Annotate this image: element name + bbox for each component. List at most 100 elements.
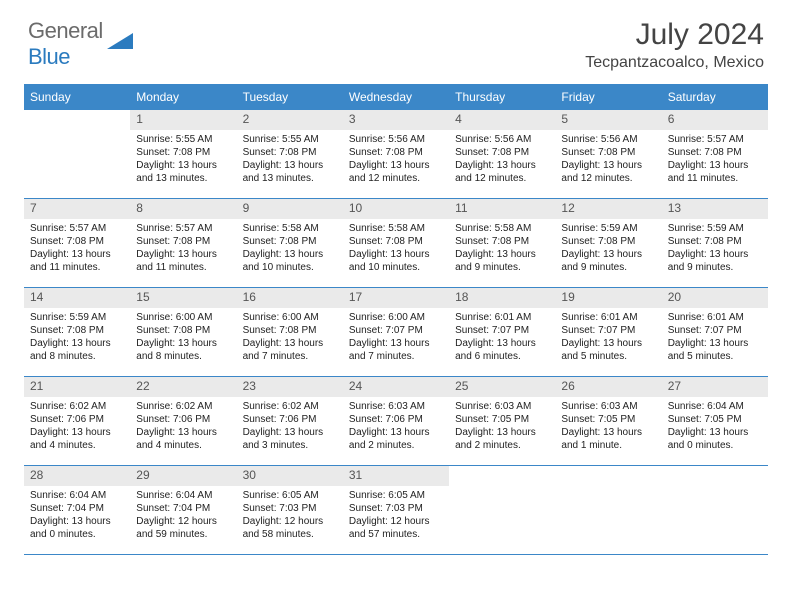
day-number: 28 xyxy=(24,466,130,486)
day-cell: 26Sunrise: 6:03 AMSunset: 7:05 PMDayligh… xyxy=(555,377,661,465)
day-number: 27 xyxy=(662,377,768,397)
sunrise-text: Sunrise: 5:58 AM xyxy=(455,222,549,235)
day-number: 25 xyxy=(449,377,555,397)
day-cell: 18Sunrise: 6:01 AMSunset: 7:07 PMDayligh… xyxy=(449,288,555,376)
week-row: 28Sunrise: 6:04 AMSunset: 7:04 PMDayligh… xyxy=(24,466,768,555)
day-cell: 25Sunrise: 6:03 AMSunset: 7:05 PMDayligh… xyxy=(449,377,555,465)
weekday-tuesday: Tuesday xyxy=(237,84,343,110)
day-body: Sunrise: 6:00 AMSunset: 7:07 PMDaylight:… xyxy=(343,308,449,365)
day-number: 11 xyxy=(449,199,555,219)
day-body: Sunrise: 6:02 AMSunset: 7:06 PMDaylight:… xyxy=(237,397,343,454)
day-cell: 29Sunrise: 6:04 AMSunset: 7:04 PMDayligh… xyxy=(130,466,236,554)
sunset-text: Sunset: 7:08 PM xyxy=(561,146,655,159)
day-number: 24 xyxy=(343,377,449,397)
day-cell: 2Sunrise: 5:55 AMSunset: 7:08 PMDaylight… xyxy=(237,110,343,198)
sunrise-text: Sunrise: 6:02 AM xyxy=(136,400,230,413)
day-body: Sunrise: 6:05 AMSunset: 7:03 PMDaylight:… xyxy=(237,486,343,543)
logo-text-b: Blue xyxy=(28,44,70,69)
day-number: 31 xyxy=(343,466,449,486)
daylight-text: Daylight: 13 hours and 3 minutes. xyxy=(243,426,337,452)
daylight-text: Daylight: 13 hours and 9 minutes. xyxy=(455,248,549,274)
daylight-text: Daylight: 13 hours and 7 minutes. xyxy=(243,337,337,363)
daylight-text: Daylight: 13 hours and 11 minutes. xyxy=(30,248,124,274)
day-cell: . xyxy=(24,110,130,198)
day-body: Sunrise: 5:56 AMSunset: 7:08 PMDaylight:… xyxy=(343,130,449,187)
day-body: Sunrise: 6:04 AMSunset: 7:05 PMDaylight:… xyxy=(662,397,768,454)
day-number: 18 xyxy=(449,288,555,308)
sunrise-text: Sunrise: 5:56 AM xyxy=(349,133,443,146)
weekday-sunday: Sunday xyxy=(24,84,130,110)
day-body: Sunrise: 6:01 AMSunset: 7:07 PMDaylight:… xyxy=(662,308,768,365)
day-cell: 7 Sunrise: 5:57 AMSunset: 7:08 PMDaylight… xyxy=(24,199,130,287)
logo-text: General Blue xyxy=(28,18,103,70)
day-cell: 1Sunrise: 5:55 AMSunset: 7:08 PMDaylight… xyxy=(130,110,236,198)
daylight-text: Daylight: 13 hours and 0 minutes. xyxy=(30,515,124,541)
day-number: 21 xyxy=(24,377,130,397)
day-cell: 19Sunrise: 6:01 AMSunset: 7:07 PMDayligh… xyxy=(555,288,661,376)
day-body: Sunrise: 5:59 AMSunset: 7:08 PMDaylight:… xyxy=(24,308,130,365)
sunrise-text: Sunrise: 6:02 AM xyxy=(243,400,337,413)
day-number: 29 xyxy=(130,466,236,486)
day-cell: 12Sunrise: 5:59 AMSunset: 7:08 PMDayligh… xyxy=(555,199,661,287)
sunset-text: Sunset: 7:07 PM xyxy=(561,324,655,337)
weekday-wednesday: Wednesday xyxy=(343,84,449,110)
daylight-text: Daylight: 13 hours and 12 minutes. xyxy=(561,159,655,185)
sunrise-text: Sunrise: 5:59 AM xyxy=(561,222,655,235)
day-body: Sunrise: 6:04 AMSunset: 7:04 PMDaylight:… xyxy=(24,486,130,543)
daylight-text: Daylight: 13 hours and 11 minutes. xyxy=(136,248,230,274)
sunset-text: Sunset: 7:04 PM xyxy=(30,502,124,515)
sunset-text: Sunset: 7:05 PM xyxy=(561,413,655,426)
day-body: Sunrise: 5:59 AMSunset: 7:08 PMDaylight:… xyxy=(662,219,768,276)
day-cell: 23Sunrise: 6:02 AMSunset: 7:06 PMDayligh… xyxy=(237,377,343,465)
daylight-text: Daylight: 13 hours and 10 minutes. xyxy=(349,248,443,274)
day-body: Sunrise: 6:03 AMSunset: 7:06 PMDaylight:… xyxy=(343,397,449,454)
day-body: Sunrise: 6:02 AMSunset: 7:06 PMDaylight:… xyxy=(24,397,130,454)
day-cell: 21Sunrise: 6:02 AMSunset: 7:06 PMDayligh… xyxy=(24,377,130,465)
week-row: 7Sunrise: 5:57 AMSunset: 7:08 PMDaylight… xyxy=(24,199,768,288)
sunrise-text: Sunrise: 5:56 AM xyxy=(455,133,549,146)
sunrise-text: Sunrise: 5:59 AM xyxy=(30,311,124,324)
sunset-text: Sunset: 7:08 PM xyxy=(668,235,762,248)
day-number: 15 xyxy=(130,288,236,308)
daylight-text: Daylight: 12 hours and 58 minutes. xyxy=(243,515,337,541)
daylight-text: Daylight: 13 hours and 11 minutes. xyxy=(668,159,762,185)
sunset-text: Sunset: 7:08 PM xyxy=(455,235,549,248)
sunrise-text: Sunrise: 5:57 AM xyxy=(30,222,124,235)
day-body: Sunrise: 5:55 AMSunset: 7:08 PMDaylight:… xyxy=(130,130,236,187)
day-cell: 6Sunrise: 5:57 AMSunset: 7:08 PMDaylight… xyxy=(662,110,768,198)
day-number: 22 xyxy=(130,377,236,397)
day-body: Sunrise: 5:58 AMSunset: 7:08 PMDaylight:… xyxy=(237,219,343,276)
day-number: 1 xyxy=(130,110,236,130)
sunrise-text: Sunrise: 5:57 AM xyxy=(668,133,762,146)
header: General Blue July 2024 Tecpantzacoalco, … xyxy=(0,0,792,76)
sunset-text: Sunset: 7:08 PM xyxy=(349,235,443,248)
day-cell: . xyxy=(555,466,661,554)
sunset-text: Sunset: 7:03 PM xyxy=(243,502,337,515)
sunrise-text: Sunrise: 5:55 AM xyxy=(136,133,230,146)
day-body xyxy=(555,486,661,491)
sunset-text: Sunset: 7:03 PM xyxy=(349,502,443,515)
sunset-text: Sunset: 7:08 PM xyxy=(136,324,230,337)
day-number: 8 xyxy=(130,199,236,219)
sunrise-text: Sunrise: 6:04 AM xyxy=(30,489,124,502)
daylight-text: Daylight: 13 hours and 7 minutes. xyxy=(349,337,443,363)
day-body: Sunrise: 5:57 AMSunset: 7:08 PMDaylight:… xyxy=(662,130,768,187)
daylight-text: Daylight: 13 hours and 12 minutes. xyxy=(349,159,443,185)
day-cell: 13Sunrise: 5:59 AMSunset: 7:08 PMDayligh… xyxy=(662,199,768,287)
day-number: 12 xyxy=(555,199,661,219)
sunset-text: Sunset: 7:08 PM xyxy=(243,324,337,337)
day-number: 7 xyxy=(24,199,130,219)
weekday-header: Sunday Monday Tuesday Wednesday Thursday… xyxy=(24,84,768,110)
day-body: Sunrise: 5:55 AMSunset: 7:08 PMDaylight:… xyxy=(237,130,343,187)
day-number: 19 xyxy=(555,288,661,308)
sunset-text: Sunset: 7:08 PM xyxy=(243,146,337,159)
sunset-text: Sunset: 7:08 PM xyxy=(30,235,124,248)
day-number: 5 xyxy=(555,110,661,130)
daylight-text: Daylight: 13 hours and 12 minutes. xyxy=(455,159,549,185)
sunrise-text: Sunrise: 5:55 AM xyxy=(243,133,337,146)
day-body: Sunrise: 6:01 AMSunset: 7:07 PMDaylight:… xyxy=(449,308,555,365)
sunrise-text: Sunrise: 6:04 AM xyxy=(136,489,230,502)
sunset-text: Sunset: 7:06 PM xyxy=(30,413,124,426)
day-cell: 28Sunrise: 6:04 AMSunset: 7:04 PMDayligh… xyxy=(24,466,130,554)
daylight-text: Daylight: 13 hours and 8 minutes. xyxy=(30,337,124,363)
